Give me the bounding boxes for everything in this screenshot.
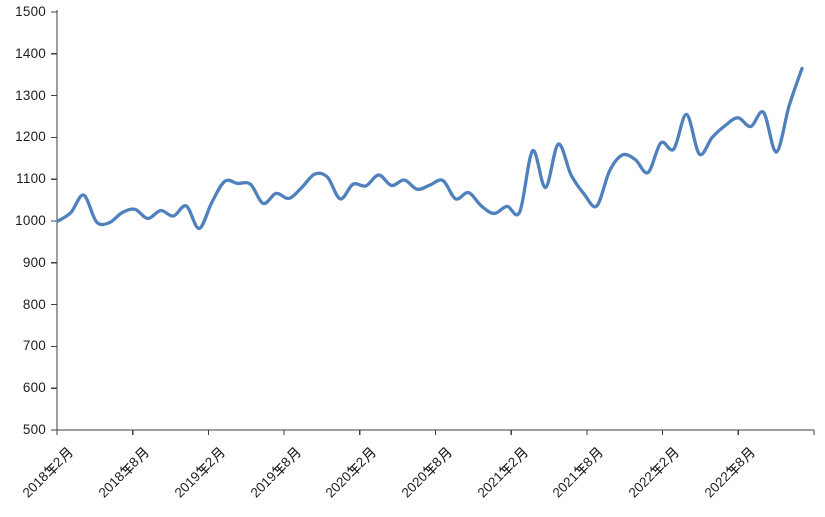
y-axis-label: 900	[22, 254, 46, 270]
data-line-series	[56, 66, 804, 231]
y-axis-label: 600	[22, 380, 46, 396]
axes	[51, 10, 815, 435]
y-axis-label: 500	[22, 422, 46, 437]
y-axis-label: 1100	[16, 171, 46, 187]
y-axis-label: 800	[22, 296, 46, 312]
y-axis-label: 1300	[15, 87, 46, 103]
y-axis-label: 700	[22, 338, 46, 354]
y-axis-label: 1200	[15, 129, 46, 145]
y-axis-label: 1400	[15, 45, 46, 61]
y-axis-label: 1500	[15, 4, 46, 19]
y-axis-label: 1000	[15, 213, 46, 228]
